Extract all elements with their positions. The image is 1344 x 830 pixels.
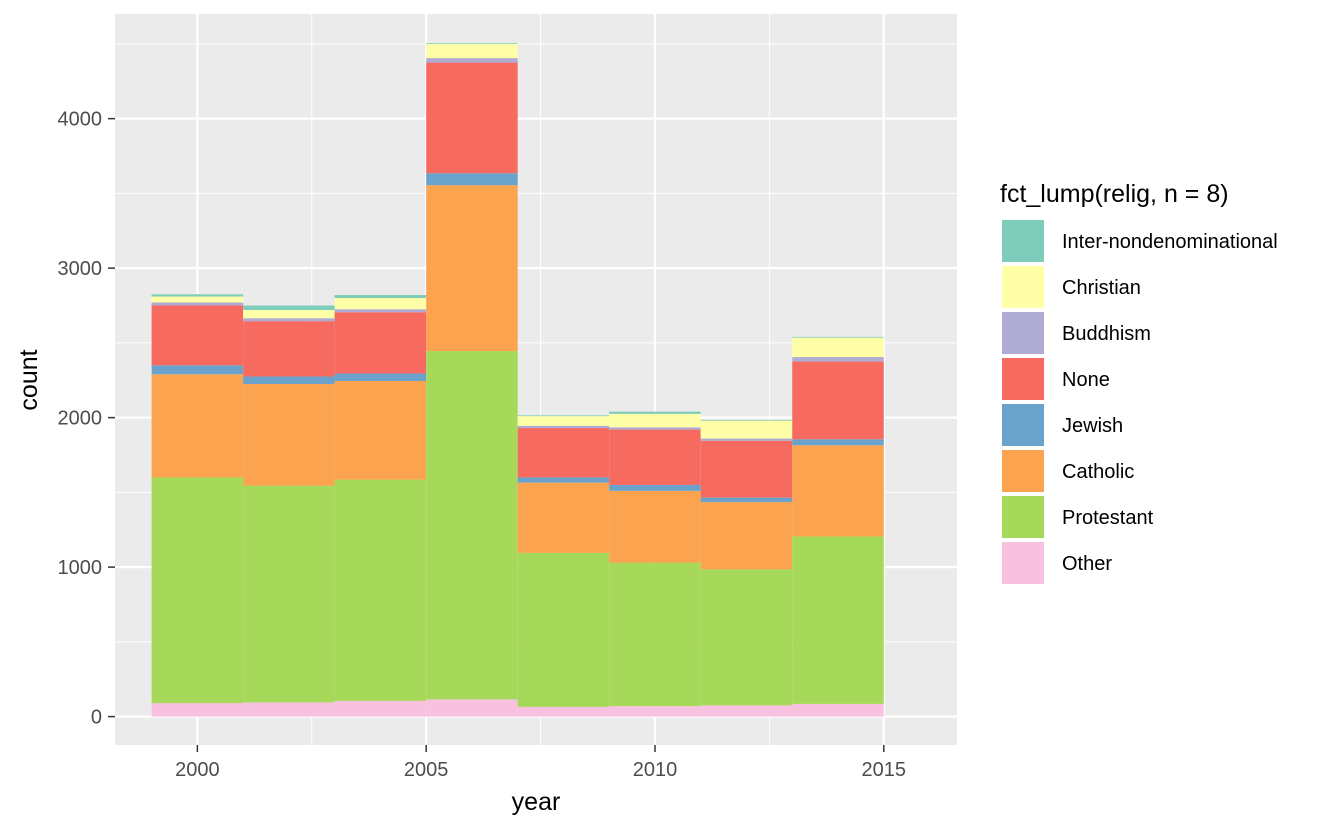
bar-segment-christian bbox=[792, 337, 884, 358]
legend-label: Inter-nondenominational bbox=[1062, 231, 1278, 253]
bar-segment-protestant bbox=[792, 536, 884, 704]
bar-segment-christian bbox=[426, 43, 518, 59]
bar-segment-jewish bbox=[700, 497, 793, 503]
bar-segment-none bbox=[792, 361, 884, 440]
y-tick-label: 3000 bbox=[58, 258, 103, 280]
x-axis: 2000 2005 2010 2015 bbox=[175, 745, 906, 781]
bar-segment-other bbox=[609, 706, 701, 717]
bar-segment-jewish bbox=[426, 173, 518, 186]
legend-swatch bbox=[1002, 450, 1044, 492]
legend-label: Protestant bbox=[1062, 507, 1154, 529]
bar-segment-other bbox=[243, 702, 335, 717]
bar-segment-buddhism bbox=[426, 58, 518, 63]
bar-segment-buddhism bbox=[792, 357, 884, 362]
bar-segment-protestant bbox=[609, 562, 701, 707]
bar-segment-none bbox=[426, 62, 518, 174]
bar-segment-protestant bbox=[243, 485, 335, 703]
bar-segment-inter-nondenominational bbox=[151, 294, 244, 297]
bar-segment-inter-nondenominational bbox=[334, 295, 427, 299]
bars bbox=[151, 43, 884, 717]
bar-segment-christian bbox=[334, 298, 427, 310]
legend-label: Other bbox=[1062, 553, 1112, 575]
y-tick-label: 1000 bbox=[58, 557, 103, 579]
bar-segment-buddhism bbox=[609, 427, 701, 430]
legend-label: None bbox=[1062, 369, 1110, 391]
legend-swatch bbox=[1002, 220, 1044, 262]
legend-swatch bbox=[1002, 358, 1044, 400]
bar-segment-other bbox=[334, 700, 427, 717]
bar-segment-christian bbox=[151, 296, 244, 303]
x-tick-label: 2005 bbox=[404, 759, 449, 781]
bar-segment-jewish bbox=[151, 365, 244, 375]
bar-segment-protestant bbox=[426, 351, 518, 700]
y-axis: 0 1000 2000 3000 4000 bbox=[58, 109, 115, 729]
bar-segment-jewish bbox=[517, 477, 610, 483]
bar-segment-other bbox=[792, 703, 884, 717]
bar-segment-inter-nondenominational bbox=[426, 43, 518, 44]
legend-swatch bbox=[1002, 312, 1044, 354]
bar-segment-other bbox=[700, 705, 793, 717]
bar-segment-none bbox=[517, 428, 610, 478]
legend-swatch bbox=[1002, 542, 1044, 584]
bar-segment-catholic bbox=[151, 374, 244, 478]
bar-segment-buddhism bbox=[151, 302, 244, 306]
legend-label: Christian bbox=[1062, 277, 1141, 299]
legend: fct_lump(relig, n = 8) Inter-nondenomina… bbox=[1000, 180, 1278, 586]
bar-segment-none bbox=[609, 429, 701, 485]
bar-segment-buddhism bbox=[334, 309, 427, 313]
y-tick-label: 4000 bbox=[58, 109, 103, 131]
bar-segment-inter-nondenominational bbox=[700, 419, 793, 421]
x-tick-label: 2015 bbox=[862, 759, 907, 781]
bar-segment-jewish bbox=[792, 439, 884, 446]
legend-label: Jewish bbox=[1062, 415, 1123, 437]
x-tick-label: 2000 bbox=[175, 759, 220, 781]
bar-segment-jewish bbox=[243, 376, 335, 384]
bar-segment-buddhism bbox=[700, 438, 793, 441]
bar-segment-catholic bbox=[792, 445, 884, 537]
bar-segment-buddhism bbox=[517, 425, 610, 429]
bar-segment-christian bbox=[609, 413, 701, 428]
bar-segment-christian bbox=[700, 420, 793, 439]
bar-segment-protestant bbox=[517, 552, 610, 707]
bar-segment-other bbox=[426, 699, 518, 717]
bar-segment-protestant bbox=[334, 479, 427, 701]
legend-swatch bbox=[1002, 404, 1044, 446]
legend-title: fct_lump(relig, n = 8) bbox=[1000, 180, 1229, 208]
bar-segment-protestant bbox=[151, 477, 244, 704]
bar-segment-catholic bbox=[517, 482, 610, 553]
bar-segment-catholic bbox=[700, 502, 793, 570]
bar-segment-christian bbox=[517, 416, 610, 426]
legend-label: Buddhism bbox=[1062, 323, 1151, 345]
legend-swatch bbox=[1002, 266, 1044, 308]
bar-segment-jewish bbox=[609, 484, 701, 491]
bar-segment-other bbox=[517, 706, 610, 717]
bar-segment-catholic bbox=[609, 490, 701, 563]
bar-segment-christian bbox=[243, 309, 335, 319]
bar-segment-catholic bbox=[334, 380, 427, 480]
bar-segment-inter-nondenominational bbox=[517, 415, 610, 417]
y-tick-label: 2000 bbox=[58, 408, 103, 430]
bar-segment-none bbox=[700, 440, 793, 498]
bar-segment-none bbox=[334, 312, 427, 374]
bar-segment-inter-nondenominational bbox=[609, 411, 701, 414]
bar-segment-catholic bbox=[426, 185, 518, 352]
bar-segment-none bbox=[151, 305, 244, 366]
bar-segment-catholic bbox=[243, 383, 335, 486]
legend-label: Catholic bbox=[1062, 461, 1134, 483]
bar-segment-protestant bbox=[700, 569, 793, 706]
x-tick-label: 2010 bbox=[633, 759, 678, 781]
y-tick-label: 0 bbox=[91, 707, 102, 729]
bar-segment-buddhism bbox=[243, 318, 335, 322]
bar-segment-other bbox=[151, 703, 244, 717]
x-axis-title: year bbox=[512, 788, 561, 816]
y-axis-title: count bbox=[15, 349, 43, 410]
bar-segment-inter-nondenominational bbox=[243, 305, 335, 310]
legend-swatch bbox=[1002, 496, 1044, 538]
bar-segment-none bbox=[243, 321, 335, 377]
bar-segment-inter-nondenominational bbox=[792, 336, 884, 338]
bar-segment-jewish bbox=[334, 373, 427, 381]
